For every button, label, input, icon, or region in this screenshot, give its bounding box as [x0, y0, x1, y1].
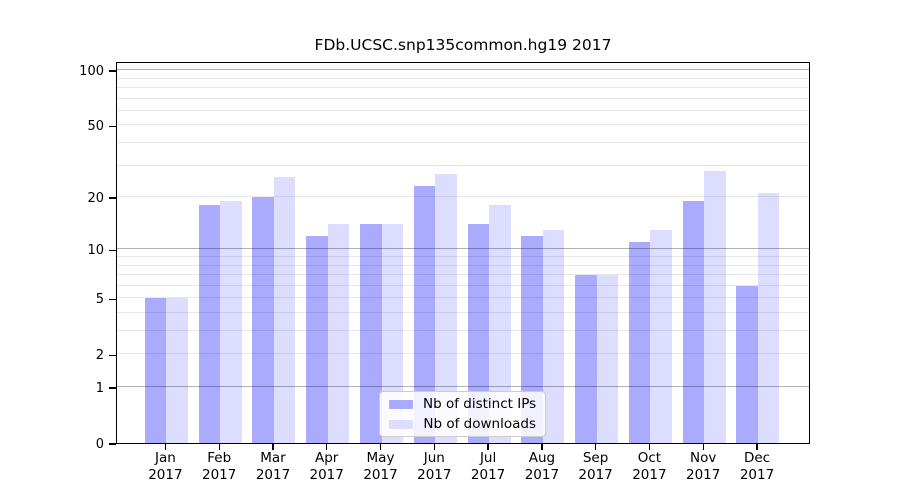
y-tick-label-100: 100: [79, 63, 104, 79]
gridline-minor: [117, 330, 809, 331]
gridline-minor: [117, 164, 809, 166]
y-tick-label-20: 20: [87, 190, 104, 206]
bar-downloads-aug: [542, 229, 565, 443]
gridline-minor: [117, 86, 809, 88]
y-tick-mark: [109, 70, 116, 72]
bar-downloads-jul: [489, 205, 511, 443]
gridline-major: [117, 386, 809, 387]
y-tick-mark: [109, 387, 116, 389]
bar-downloads-oct: [650, 229, 672, 443]
bar-downloads-nov: [704, 170, 726, 443]
bar-distinct-ips-jan: [144, 298, 167, 443]
x-tick-label-may: May 2017: [363, 450, 398, 483]
legend-label-distinct-ips: Nb of distinct IPs: [423, 395, 537, 412]
gridline-minor: [117, 297, 809, 299]
legend-item-distinct-ips: Nb of distinct IPs: [389, 395, 537, 412]
x-tick-mark: [594, 444, 597, 450]
x-tick-label-aug: Aug 2017: [524, 450, 560, 483]
x-tick-mark: [541, 444, 543, 450]
y-tick-label-50: 50: [87, 118, 104, 134]
x-tick-label-apr: Apr 2017: [309, 450, 344, 483]
bar-downloads-sep: [596, 275, 619, 443]
x-tick-mark: [433, 444, 435, 450]
bar-downloads-dec: [757, 193, 780, 443]
bar-distinct-ips-feb: [198, 205, 221, 443]
x-tick-label-mar: Mar 2017: [255, 450, 291, 483]
bar-downloads-may: [381, 224, 404, 443]
bar-distinct-ips-dec: [736, 285, 758, 443]
gridline-major: [117, 248, 809, 250]
gridline-minor: [117, 77, 809, 79]
gridline-minor: [117, 109, 809, 111]
y-tick-mark: [109, 125, 116, 127]
y-tick-mark: [109, 354, 116, 356]
x-tick-mark: [379, 444, 382, 450]
bar-downloads-feb: [220, 200, 242, 443]
x-tick-mark: [756, 444, 758, 450]
x-tick-label-feb: Feb 2017: [202, 450, 237, 483]
bar-distinct-ips-sep: [575, 275, 597, 443]
y-tick-mark: [109, 298, 116, 300]
x-tick-mark: [487, 444, 489, 450]
bar-distinct-ips-mar: [252, 197, 274, 443]
bar-distinct-ips-may: [360, 224, 382, 443]
gridline-minor: [117, 124, 809, 126]
x-tick-mark: [164, 444, 167, 450]
legend: Nb of distinct IPs Nb of downloads: [379, 391, 546, 437]
y-tick-label-10: 10: [87, 242, 104, 258]
legend-label-downloads: Nb of downloads: [423, 415, 536, 432]
x-tick-mark: [218, 444, 220, 450]
chart-title: FDb.UCSC.snp135common.hg19 2017: [314, 36, 612, 54]
x-tick-label-dec: Dec 2017: [739, 450, 775, 483]
x-tick-label-jul: Jul 2017: [470, 450, 506, 483]
y-tick-label-0: 0: [95, 436, 104, 452]
gridline-minor: [117, 311, 809, 313]
bar-downloads-jan: [166, 298, 188, 443]
legend-swatch-downloads-icon: [389, 419, 413, 429]
bar-distinct-ips-apr: [306, 235, 328, 443]
x-tick-label-oct: Oct 2017: [632, 450, 667, 483]
plot-area: [116, 62, 810, 444]
bar-downloads-apr: [327, 224, 350, 443]
legend-item-downloads: Nb of downloads: [389, 415, 536, 432]
x-tick-mark: [648, 444, 651, 450]
y-tick-mark: [109, 197, 116, 199]
gridline-minor: [117, 284, 809, 286]
x-tick-label-sep: Sep 2017: [578, 450, 613, 483]
gridline-minor: [117, 141, 809, 143]
y-tick-label-2: 2: [95, 347, 104, 363]
x-tick-label-nov: Nov 2017: [686, 450, 721, 483]
gridline-major: [117, 69, 809, 71]
x-tick-label-jan: Jan 2017: [148, 450, 183, 483]
bar-distinct-ips-nov: [682, 200, 705, 443]
bar-distinct-ips-jul: [467, 224, 490, 443]
y-tick-label-5: 5: [95, 291, 104, 307]
bar-distinct-ips-jun: [413, 186, 436, 443]
gridline-minor: [117, 97, 809, 99]
gridline-minor: [117, 353, 809, 355]
legend-swatch-distinct-ips-icon: [389, 399, 413, 409]
bar-downloads-jun: [435, 173, 457, 443]
x-tick-label-jun: Jun 2017: [417, 450, 452, 483]
bar-distinct-ips-oct: [628, 242, 651, 443]
gridline-minor: [117, 274, 809, 275]
bar-downloads-mar: [273, 176, 296, 443]
x-tick-mark: [272, 444, 274, 450]
x-tick-mark: [326, 444, 328, 450]
y-tick-mark: [109, 249, 116, 251]
x-tick-mark: [702, 444, 704, 450]
y-tick-label-1: 1: [95, 380, 104, 396]
y-tick-mark: [109, 443, 116, 445]
gridline-minor: [117, 264, 809, 266]
gridline-minor: [117, 196, 809, 197]
gridline-minor: [117, 255, 809, 257]
